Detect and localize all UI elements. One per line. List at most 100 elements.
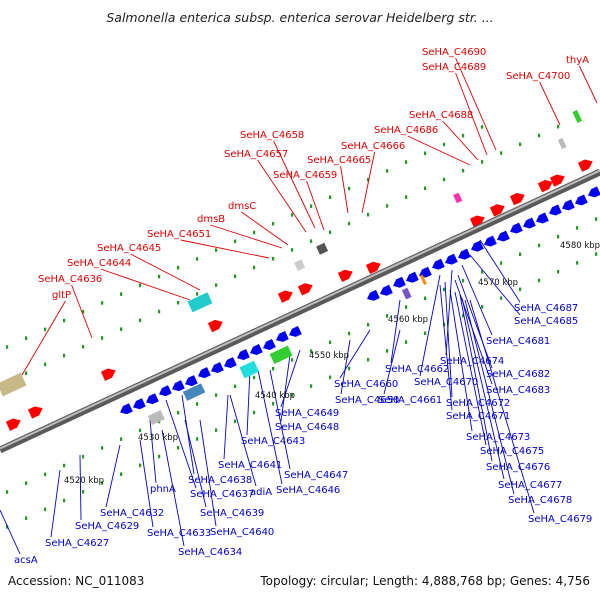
track-dot bbox=[272, 256, 275, 261]
forward-gene-label: gltP bbox=[52, 290, 71, 301]
track-dot bbox=[120, 292, 123, 296]
reverse-connector bbox=[469, 254, 521, 316]
forward-gene-arrow bbox=[577, 159, 593, 172]
reverse-connector bbox=[165, 399, 197, 489]
track-dot bbox=[253, 410, 256, 415]
reverse-gene-arrow bbox=[536, 212, 549, 224]
track-dot bbox=[101, 446, 104, 450]
reverse-gene-arrow bbox=[289, 325, 302, 337]
forward-connector bbox=[273, 140, 316, 229]
reverse-gene-label: SeHA_C4649 bbox=[275, 408, 339, 419]
track-dot bbox=[63, 463, 66, 468]
reverse-gene-label: SeHA_C4685 bbox=[514, 316, 578, 327]
reverse-gene-label: SeHA_C4639 bbox=[200, 508, 264, 519]
reverse-connector bbox=[444, 281, 453, 398]
track-dot bbox=[291, 213, 294, 217]
track-dot bbox=[329, 230, 332, 235]
track-dot bbox=[234, 419, 237, 424]
reverse-connector bbox=[257, 369, 283, 485]
reverse-gene-label: SeHA_C4681 bbox=[486, 336, 550, 347]
track-dot bbox=[291, 358, 294, 362]
reverse-connector bbox=[469, 299, 535, 514]
track-dot bbox=[519, 142, 522, 147]
track-dot bbox=[443, 287, 446, 292]
forward-gene-label: SeHA_C4666 bbox=[341, 141, 405, 152]
track-dot bbox=[63, 353, 66, 358]
track-dot bbox=[310, 349, 313, 353]
forward-connector bbox=[71, 284, 93, 339]
reverse-gene-arrow bbox=[380, 284, 393, 296]
reverse-gene-arrow bbox=[419, 266, 432, 278]
forward-connector bbox=[539, 81, 561, 126]
track-dot bbox=[234, 239, 237, 244]
forward-gene-arrow bbox=[549, 174, 565, 187]
forward-gene-arrow bbox=[365, 261, 381, 275]
reverse-gene-arrow bbox=[120, 403, 133, 415]
reverse-gene-arrow bbox=[211, 362, 224, 374]
reverse-gene-label: adiA bbox=[250, 487, 272, 498]
reverse-gene-label: SeHA_C4682 bbox=[486, 369, 550, 380]
reverse-gene-label: SeHA_C4670 bbox=[414, 377, 478, 388]
forward-gene-label: SeHA_C4644 bbox=[67, 258, 131, 269]
reverse-connector bbox=[445, 269, 453, 356]
reverse-connector bbox=[269, 369, 291, 470]
track-dot bbox=[215, 248, 218, 252]
reverse-gene-arrow bbox=[549, 204, 562, 216]
reverse-gene-label: SeHA_C4683 bbox=[486, 385, 550, 396]
reverse-gene-arrow bbox=[159, 385, 172, 397]
track-dot bbox=[386, 349, 389, 353]
track-dot bbox=[120, 437, 123, 441]
reverse-connector bbox=[464, 299, 515, 495]
reverse-connector bbox=[479, 239, 521, 303]
track-dot bbox=[272, 221, 275, 226]
feature-box bbox=[419, 274, 427, 286]
feature-box bbox=[147, 410, 165, 426]
track-dot bbox=[234, 384, 237, 389]
track-dot bbox=[215, 428, 218, 432]
feature-box bbox=[239, 360, 260, 379]
reverse-gene-arrow bbox=[562, 199, 575, 211]
forward-gene-arrow bbox=[277, 290, 293, 303]
reverse-connector bbox=[199, 419, 217, 527]
forward-gene-arrow bbox=[509, 192, 525, 206]
reverse-gene-label: SeHA_C4638 bbox=[188, 475, 252, 486]
reverse-connector bbox=[184, 419, 207, 508]
feature-box bbox=[182, 383, 206, 401]
forward-connector bbox=[361, 151, 376, 214]
reverse-gene-arrow bbox=[432, 258, 445, 270]
track-dot bbox=[348, 221, 351, 226]
track-dot bbox=[595, 252, 598, 256]
scale-labels: 4520 kbp 4530 kbp 4540 kbp 4550 kbp 4560 kbp… bbox=[64, 241, 600, 486]
reverse-connector bbox=[449, 289, 473, 432]
forward-connector bbox=[306, 180, 325, 231]
reverse-connector bbox=[459, 294, 493, 462]
feature-box bbox=[269, 345, 293, 364]
track-dot bbox=[177, 300, 180, 305]
reverse-gene-label: SeHA_C4660 bbox=[334, 379, 398, 390]
forward-gene-arrow bbox=[489, 204, 505, 217]
track-dot bbox=[272, 366, 275, 371]
forward-connector bbox=[455, 57, 497, 151]
reverse-gene-arrow bbox=[458, 248, 471, 260]
forward-gene-label: SeHA_C4658 bbox=[240, 130, 304, 141]
feature-box bbox=[0, 372, 27, 397]
reverse-gene-arrow bbox=[198, 367, 211, 379]
track-dot bbox=[120, 327, 123, 331]
track-dot bbox=[576, 226, 579, 230]
backbone-line bbox=[0, 168, 600, 454]
forward-gene-label: SeHA_C4688 bbox=[409, 110, 473, 121]
scale-label: 4570 kbp bbox=[478, 278, 518, 288]
forward-gene-label: dmsC bbox=[228, 201, 256, 212]
map-title: Salmonella enterica subsp. enterica sero… bbox=[106, 10, 494, 25]
feature-box bbox=[294, 259, 306, 271]
genome-backbone bbox=[0, 168, 600, 454]
forward-connector bbox=[130, 253, 201, 291]
track-dot bbox=[120, 472, 123, 476]
forward-gene-arrow bbox=[207, 319, 223, 333]
reverse-gene-label: SeHA_C4629 bbox=[75, 521, 139, 532]
reverse-connector bbox=[149, 419, 157, 484]
track-dot bbox=[139, 428, 142, 433]
track-dot bbox=[158, 454, 161, 459]
track-dot bbox=[424, 186, 427, 191]
reverse-gene-label: SeHA_C4678 bbox=[508, 495, 572, 506]
